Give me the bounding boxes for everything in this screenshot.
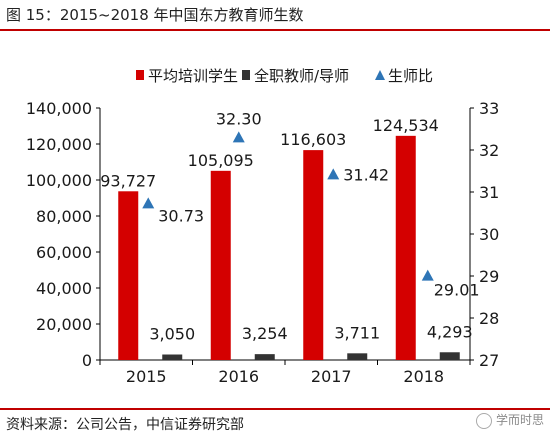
watermark: 学而时思 [475,411,544,429]
bar-teachers-label: 3,254 [242,324,288,343]
legend-teachers-label: 全职教师/导师 [254,67,349,85]
y-right-tick-label: 33 [479,99,499,118]
ratio-marker [421,269,434,281]
ratio-label: 32.30 [216,109,262,128]
y-left-tick-label: 80,000 [36,207,92,226]
y-left-tick-label: 120,000 [26,135,92,154]
x-tick-label: 2016 [218,367,259,386]
ratio-label: 31.42 [343,165,389,184]
chart-title: 图 15：2015~2018 年中国东方教育师生数 [6,6,304,24]
bar-students-label: 105,095 [188,151,254,170]
ratio-marker [327,168,340,180]
y-right-tick-label: 31 [479,183,499,202]
legend-ratio-swatch [375,70,385,80]
bar-teachers [439,352,460,360]
bar-teachers-label: 3,711 [334,323,380,342]
bar-students-label: 116,603 [280,130,346,149]
bar-teachers-label: 4,293 [427,322,473,341]
bar-students [303,150,324,360]
y-left-tick-label: 20,000 [36,315,92,334]
ratio-label: 29.01 [434,281,480,300]
y-right-tick-label: 27 [479,351,499,370]
legend-teachers-swatch [242,70,250,80]
y-right-tick-label: 28 [479,309,499,328]
y-left-tick-label: 40,000 [36,279,92,298]
ratio-marker [142,197,155,209]
y-right-tick-label: 32 [479,141,499,160]
y-right-tick-label: 30 [479,225,499,244]
x-tick-label: 2015 [126,367,167,386]
legend-ratio-label: 生师比 [388,67,433,85]
bar-teachers [347,353,368,360]
source-note: 资料来源：公司公告，中信证券研究部 [6,417,244,433]
bar-teachers-label: 3,050 [149,325,195,344]
x-tick-label: 2017 [311,367,352,386]
bar-students [210,170,231,360]
x-tick-label: 2018 [403,367,444,386]
y-right-tick-label: 29 [479,267,499,286]
bar-students-label: 124,534 [373,116,439,135]
ratio-marker [232,131,245,143]
legend-students-label: 平均培训学生 [148,67,238,85]
chart: 0 20,000 40,000 60,000 80,000 100,000 120,000 1… [26,67,500,386]
source-divider [0,408,550,410]
bar-students [395,135,416,360]
bar-teachers [254,354,275,360]
bar-students-label: 93,727 [100,171,156,190]
y-left-tick-label: 60,000 [36,243,92,262]
watermark-text: 学而时思 [495,413,544,427]
legend-students-swatch [136,70,144,80]
y-left-tick-label: 100,000 [26,171,92,190]
title-divider [0,29,550,31]
bar-students [118,191,139,360]
bar-teachers [162,354,183,360]
y-left-tick-label: 140,000 [26,99,92,118]
y-left-tick-label: 0 [82,351,92,370]
ratio-label: 30.73 [158,206,204,225]
wechat-icon [475,412,492,429]
